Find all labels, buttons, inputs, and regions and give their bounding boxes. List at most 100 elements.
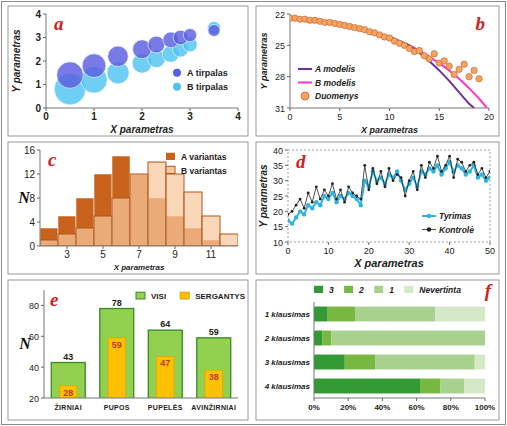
bar-segment [314,307,328,322]
x-axis-label: X parametras [360,125,418,135]
legend-label: B variantas [181,166,227,176]
data-label: 59 [209,327,219,337]
x-tick [409,242,410,245]
y-axis-line [314,302,315,398]
series-marker [468,169,472,173]
histogram-bar [184,192,202,246]
line-plot-area [288,155,490,226]
bar [51,363,85,398]
y-tick [43,84,46,85]
legend-label: B modelis [315,78,356,88]
series-marker [335,198,338,201]
bubble-plot-area [54,21,220,104]
bar-segment [323,331,332,346]
series-marker [307,192,310,195]
y-tick-label: 1 klausimas [265,310,311,319]
legend-marker [314,286,323,293]
x-tick-label: 20% [340,403,356,412]
legend-label: 3 [329,285,334,295]
series-marker [380,170,383,173]
x-tick-label: 40 [445,246,455,256]
y-tick-label: 4 [29,217,35,228]
y-tick [43,14,46,15]
y-tick [43,37,46,38]
series-marker [431,50,437,56]
x-tick-label: 3 [64,249,70,260]
line-plot-area [290,15,487,108]
y-tick [37,246,40,247]
series-marker [416,47,422,53]
series-marker [485,176,488,179]
bar-segment [314,379,420,394]
x-tick [348,398,349,401]
data-label: 59 [112,340,122,350]
bar [205,370,222,398]
series-marker [472,161,475,164]
series-marker [388,167,391,170]
series-marker [290,221,294,225]
series-marker [303,207,306,210]
histogram-bar [76,228,94,246]
series-marker [326,197,330,201]
bar-segment [376,355,475,370]
x-tick-label: 100% [475,403,495,412]
bar-segment [331,331,485,346]
panel-letter: c [48,149,57,170]
panel-letter: b [476,13,486,34]
histogram-bar [148,162,166,246]
y-axis-label: Y parametras [11,29,22,93]
y-tick-label: 10 [273,238,283,248]
y-tick [287,76,290,77]
panel-letter: e [50,289,59,310]
series-marker [392,179,395,182]
x-tick-label: ŽIRNIAI [55,403,82,411]
series-marker [322,194,326,198]
series-marker [424,176,427,179]
y-tick-label: 2 [35,56,41,67]
data-label: 47 [160,358,170,368]
series-marker [432,167,435,170]
series-marker [327,195,330,198]
bubble [108,46,129,67]
bar-plot-area [51,309,230,398]
legend-label: Tyrimas [439,211,472,221]
x-tick-label: 0% [308,403,320,412]
series-marker [299,198,302,201]
x-tick-label: 30 [404,246,414,256]
legend-marker [166,166,175,173]
series-marker [310,206,314,210]
bar-segment [435,307,485,322]
y-tick-label: 20 [29,394,39,404]
y-tick [285,211,288,212]
legend-label: Kontrolė [439,225,474,235]
series-marker [443,166,447,170]
x-tick-label: 40% [374,403,390,412]
series-marker [355,195,358,198]
y-tick [37,222,40,223]
y-tick-label: 1 [35,79,41,90]
y-tick [37,150,40,151]
x-tick [314,398,315,401]
series-marker [452,176,455,179]
x-tick-label: 1 [91,111,97,122]
x-axis-label: X parametras [353,257,424,269]
series-line [288,156,490,214]
series-marker [476,173,479,176]
bubble [183,29,196,42]
bar-segment [441,379,465,394]
x-tick-label: 15 [434,112,444,122]
panel-frame [256,280,499,420]
series-marker [456,66,462,72]
x-tick [490,242,491,245]
histogram-bar [130,174,148,246]
series-marker [404,195,407,198]
data-label: 78 [112,298,122,308]
bar-segment [355,307,435,322]
series-marker [367,188,370,191]
series-marker [436,155,439,158]
x-tick-label: 2 [139,111,145,122]
x-tick-label: 7 [136,249,142,260]
x-tick [439,108,440,111]
bubble [148,36,165,53]
y-axis-line [44,290,45,398]
